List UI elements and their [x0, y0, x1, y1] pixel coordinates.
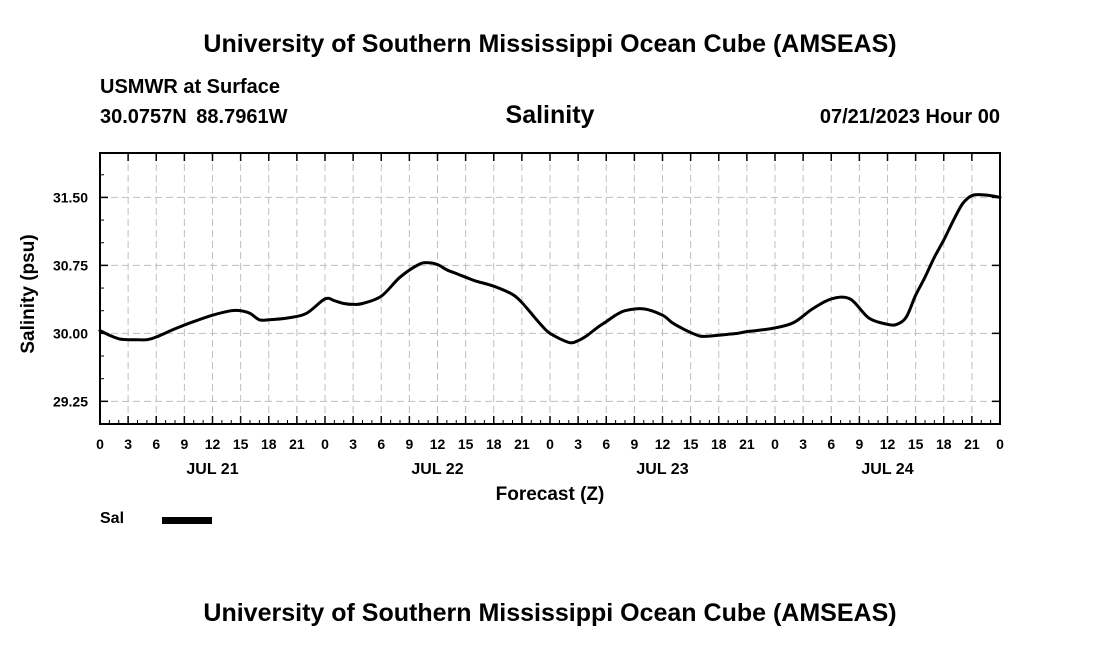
station-name: USMWR at Surface [100, 76, 281, 98]
y-tick-label: 31.50 [53, 189, 88, 205]
label-layer: 0 3 6 9 12 15 18 21 0 3 6 9 12 15 18 21 0 3 6 9 12 15 18 21 0 3 6 9… [18, 189, 1004, 505]
x-tick-label: 3 [349, 436, 357, 452]
bottom-title: University of Southern Mississippi Ocean… [203, 599, 897, 627]
x-tick-label: 0 [771, 436, 779, 452]
y-tick-label: 30.75 [53, 257, 88, 273]
x-tick-label: 15 [908, 436, 924, 452]
day-label: JUL 21 [186, 461, 238, 478]
x-tick-label: 6 [602, 436, 610, 452]
legend-label: Sal [100, 510, 125, 527]
x-tick-label: 9 [405, 436, 413, 452]
x-tick-label: 12 [655, 436, 671, 452]
x-tick-label: 0 [321, 436, 329, 452]
x-tick-label: 18 [936, 436, 952, 452]
y-tick-label: 29.25 [53, 393, 88, 409]
x-tick-label: 18 [486, 436, 502, 452]
x-tick-label: 21 [514, 436, 530, 452]
x-tick-label: 6 [377, 436, 385, 452]
x-tick-label: 3 [799, 436, 807, 452]
x-tick-label: 21 [289, 436, 305, 452]
x-tick-label: 15 [458, 436, 474, 452]
y-axis-title: Salinity (psu) [18, 234, 39, 353]
top-title: University of Southern Mississippi Ocean… [203, 30, 897, 58]
x-tick-label: 0 [996, 436, 1004, 452]
x-tick-label: 12 [880, 436, 896, 452]
grid-layer [100, 153, 1000, 424]
series-layer [98, 193, 1002, 345]
day-label: JUL 23 [636, 461, 688, 478]
x-tick-label: 15 [233, 436, 249, 452]
x-tick-label: 6 [827, 436, 835, 452]
series-line-sal [98, 193, 1002, 345]
x-tick-label: 12 [205, 436, 221, 452]
x-tick-label: 3 [574, 436, 582, 452]
x-tick-label: 3 [124, 436, 132, 452]
x-tick-label: 15 [683, 436, 699, 452]
x-tick-label: 12 [430, 436, 446, 452]
x-axis-title: Forecast (Z) [496, 484, 605, 505]
x-tick-label: 6 [152, 436, 160, 452]
x-tick-label: 0 [96, 436, 104, 452]
x-tick-label: 18 [261, 436, 277, 452]
x-tick-label: 21 [964, 436, 980, 452]
day-label: JUL 22 [411, 461, 463, 478]
x-tick-label: 9 [180, 436, 188, 452]
y-tick-label: 30.00 [53, 325, 88, 341]
day-label: JUL 24 [861, 461, 913, 478]
x-tick-label: 21 [739, 436, 755, 452]
station-coordinates: 30.0757N 88.7961W [100, 106, 288, 128]
x-tick-label: 9 [855, 436, 863, 452]
x-tick-label: 0 [546, 436, 554, 452]
forecast-datetime: 07/21/2023 Hour 00 [819, 106, 1000, 128]
x-tick-label: 9 [630, 436, 638, 452]
x-tick-label: 18 [711, 436, 727, 452]
legend-line-swatch [162, 517, 212, 524]
plot-frame [99, 152, 1001, 425]
variable-title: Salinity [505, 101, 595, 129]
